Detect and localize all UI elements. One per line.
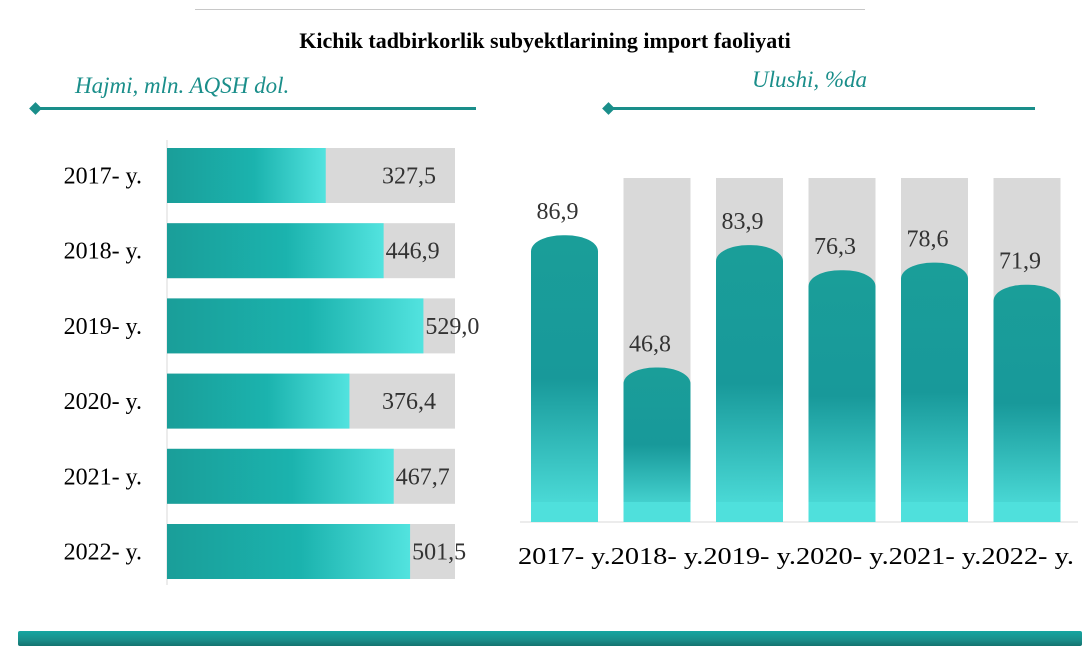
category-label: 2019- y.	[703, 544, 796, 570]
volume-bar-chart: 2017- y. 327,5 2018- y. 446,9 2019- y. 529,0 2…	[64, 140, 479, 585]
left-subtitle-arrow-icon	[36, 107, 476, 110]
category-label: 2020- y.	[64, 389, 142, 415]
category-label: 2021- y.	[64, 464, 142, 490]
right-chart-subtitle: Ulushi, %da	[752, 67, 867, 92]
category-label: 2022- y.	[64, 540, 142, 566]
data-label: 83,9	[722, 209, 764, 235]
data-label: 46,8	[629, 332, 671, 358]
data-label: 76,3	[814, 234, 856, 260]
data-label: 529,0	[425, 314, 479, 340]
chart-title: Kichik tadbirkorlik subyektlarining impo…	[299, 28, 791, 53]
category-label: 2017- y.	[518, 544, 611, 570]
share-bar-chart: 86,9 46,8 83,9 76,3 78,6 71,9 2017- y. 2018- y.…	[518, 178, 1078, 570]
bar-base	[531, 502, 598, 522]
bar	[716, 245, 783, 522]
bar	[167, 448, 394, 504]
data-label: 446,9	[386, 239, 440, 265]
data-label: 86,9	[537, 199, 579, 225]
data-label: 467,7	[396, 464, 450, 490]
category-label: 2019- y.	[64, 314, 142, 340]
bar	[901, 262, 968, 522]
bar	[993, 284, 1061, 522]
bar	[808, 270, 876, 522]
bar-base	[993, 502, 1061, 522]
data-label: 376,4	[382, 389, 436, 415]
bar	[167, 223, 384, 279]
data-label: 71,9	[999, 249, 1041, 275]
bar-base	[808, 502, 876, 522]
bar	[167, 148, 326, 203]
bar	[531, 235, 598, 523]
category-label: 2017- y.	[64, 164, 142, 190]
right-subtitle-arrow-icon	[609, 107, 1035, 110]
category-label: 2021- y.	[889, 544, 982, 570]
top-divider	[195, 9, 865, 10]
bottom-band	[18, 631, 1082, 646]
category-label: 2020- y.	[796, 544, 889, 570]
bar	[623, 367, 691, 522]
left-chart-subtitle: Hajmi, mln. AQSH dol.	[75, 73, 290, 98]
bar	[167, 524, 411, 579]
data-label: 501,5	[412, 540, 466, 566]
category-labels: 2017- y. 2018- y. 2019- y. 2020- y. 2021- y.…	[518, 544, 1074, 570]
bar	[167, 373, 350, 429]
data-label: 327,5	[382, 164, 436, 190]
bar	[167, 298, 424, 354]
category-label: 2022- y.	[981, 544, 1074, 570]
bar-base	[623, 502, 691, 522]
bar-base	[716, 502, 783, 522]
category-label: 2018- y.	[64, 239, 142, 265]
category-label: 2018- y.	[611, 544, 704, 570]
data-label: 78,6	[907, 227, 949, 253]
bar-base	[901, 502, 968, 522]
